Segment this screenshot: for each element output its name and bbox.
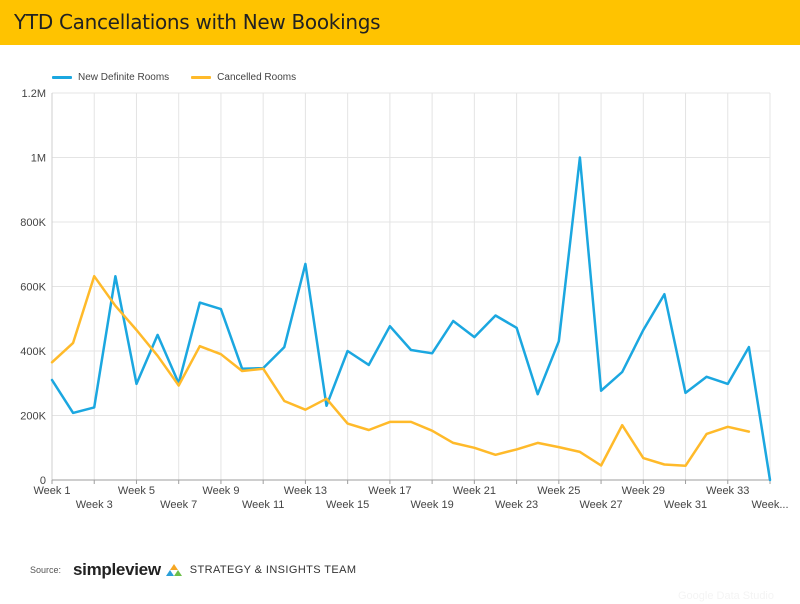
legend-label: New Definite Rooms [78,71,170,83]
x-tick-label: Week 31 [664,499,707,511]
team-name: STRATEGY & INSIGHTS TEAM [189,564,357,576]
x-tick-label: Week 15 [326,499,369,511]
y-tick-label: 200K [20,411,46,423]
y-tick-label: 0 [40,475,46,487]
line-chart[interactable]: 0 200K 400K 600K 800K 1M 1.2M Week 1 Week 3 Week … [0,86,800,526]
x-tick-label: Week... [751,499,788,511]
x-tick-label: Week 27 [579,499,622,511]
x-tick-label: Week 9 [202,485,239,497]
x-tick-label: Week 1 [33,485,70,497]
y-tick-label: 1.2M [22,88,46,100]
x-tick-label: Week 5 [118,485,155,497]
y-tick-label: 600K [20,282,46,294]
source-label: Source: [30,565,62,575]
legend-item-new-definite-rooms[interactable]: New Definite Rooms [52,72,169,83]
x-tick-label: Week 19 [411,499,454,511]
x-tick-label: Week 3 [76,499,113,511]
x-tick-label: Week 23 [495,499,538,511]
y-tick-label: 800K [20,217,46,229]
page-title: YTD Cancellations with New Bookings [14,10,381,34]
source-footer: Source: simpleview STRATEGY & INSIGHTS T… [30,558,356,582]
watermark: Google Data Studio [677,590,774,602]
chart-legend[interactable]: New Definite Rooms Cancelled Rooms [52,70,318,84]
legend-swatch-blue [52,75,72,79]
y-tick-label: 400K [20,346,46,358]
x-tick-label: Week 21 [453,485,496,497]
legend-label: Cancelled Rooms [217,71,297,83]
x-tick-label: Week 17 [368,485,411,497]
x-tick-label: Week 33 [706,485,749,497]
y-tick-label: 1M [31,153,46,165]
legend-item-cancelled-rooms[interactable]: Cancelled Rooms [191,72,296,83]
x-tick-label: Week 11 [242,499,284,511]
legend-swatch-orange [191,75,212,79]
series-line-new-definite-rooms [50,156,772,482]
simpleview-logo-icon [165,564,182,576]
x-tick-label: Week 13 [284,485,327,497]
brand-name: simpleview [73,560,161,579]
x-tick-label: Week 29 [622,485,665,497]
x-tick-label: Week 7 [160,499,197,511]
x-tick-label: Week 25 [537,485,580,497]
report-header: YTD Cancellations with New Bookings [0,0,800,45]
series-line-cancelled-rooms [50,274,751,468]
